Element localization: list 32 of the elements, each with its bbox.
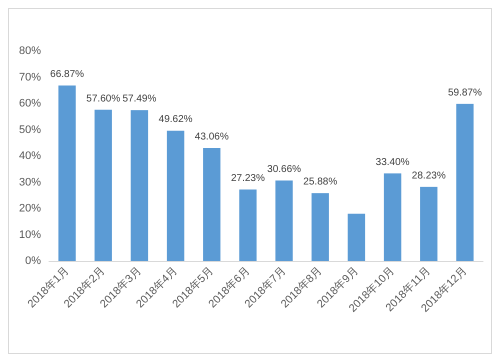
y-tick-label: 40% xyxy=(18,150,42,162)
data-label: 43.06% xyxy=(194,131,229,142)
bar xyxy=(348,214,366,261)
data-label: 25.88% xyxy=(303,176,338,188)
y-tick-label: 60% xyxy=(18,98,42,110)
bar xyxy=(130,110,148,261)
data-label: 28.23% xyxy=(412,170,446,182)
bar xyxy=(384,173,402,261)
data-label: 57.49% xyxy=(122,94,156,105)
bar xyxy=(239,190,257,261)
bar xyxy=(275,180,293,261)
y-tick-label: 70% xyxy=(18,71,42,84)
data-label: 57.60% xyxy=(86,93,120,104)
data-label: 30.66% xyxy=(267,164,302,176)
data-label: 27.23% xyxy=(230,173,265,184)
bar xyxy=(456,104,474,261)
bar xyxy=(166,130,184,261)
bar xyxy=(312,193,329,261)
y-tick-label: 20% xyxy=(18,202,42,214)
data-label: 49.62% xyxy=(158,114,193,126)
y-tick-label: 0% xyxy=(25,255,42,267)
data-label: 66.87% xyxy=(50,68,84,80)
bar xyxy=(203,148,220,261)
bar xyxy=(94,110,112,261)
data-label: 33.40% xyxy=(376,156,410,168)
data-label: 59.87% xyxy=(448,87,482,98)
bar xyxy=(420,186,438,261)
y-tick-label: 30% xyxy=(18,176,42,188)
y-tick-label: 10% xyxy=(18,228,42,241)
bar xyxy=(58,85,76,261)
y-tick-label: 50% xyxy=(18,124,42,136)
y-tick-label: 80% xyxy=(18,45,42,57)
